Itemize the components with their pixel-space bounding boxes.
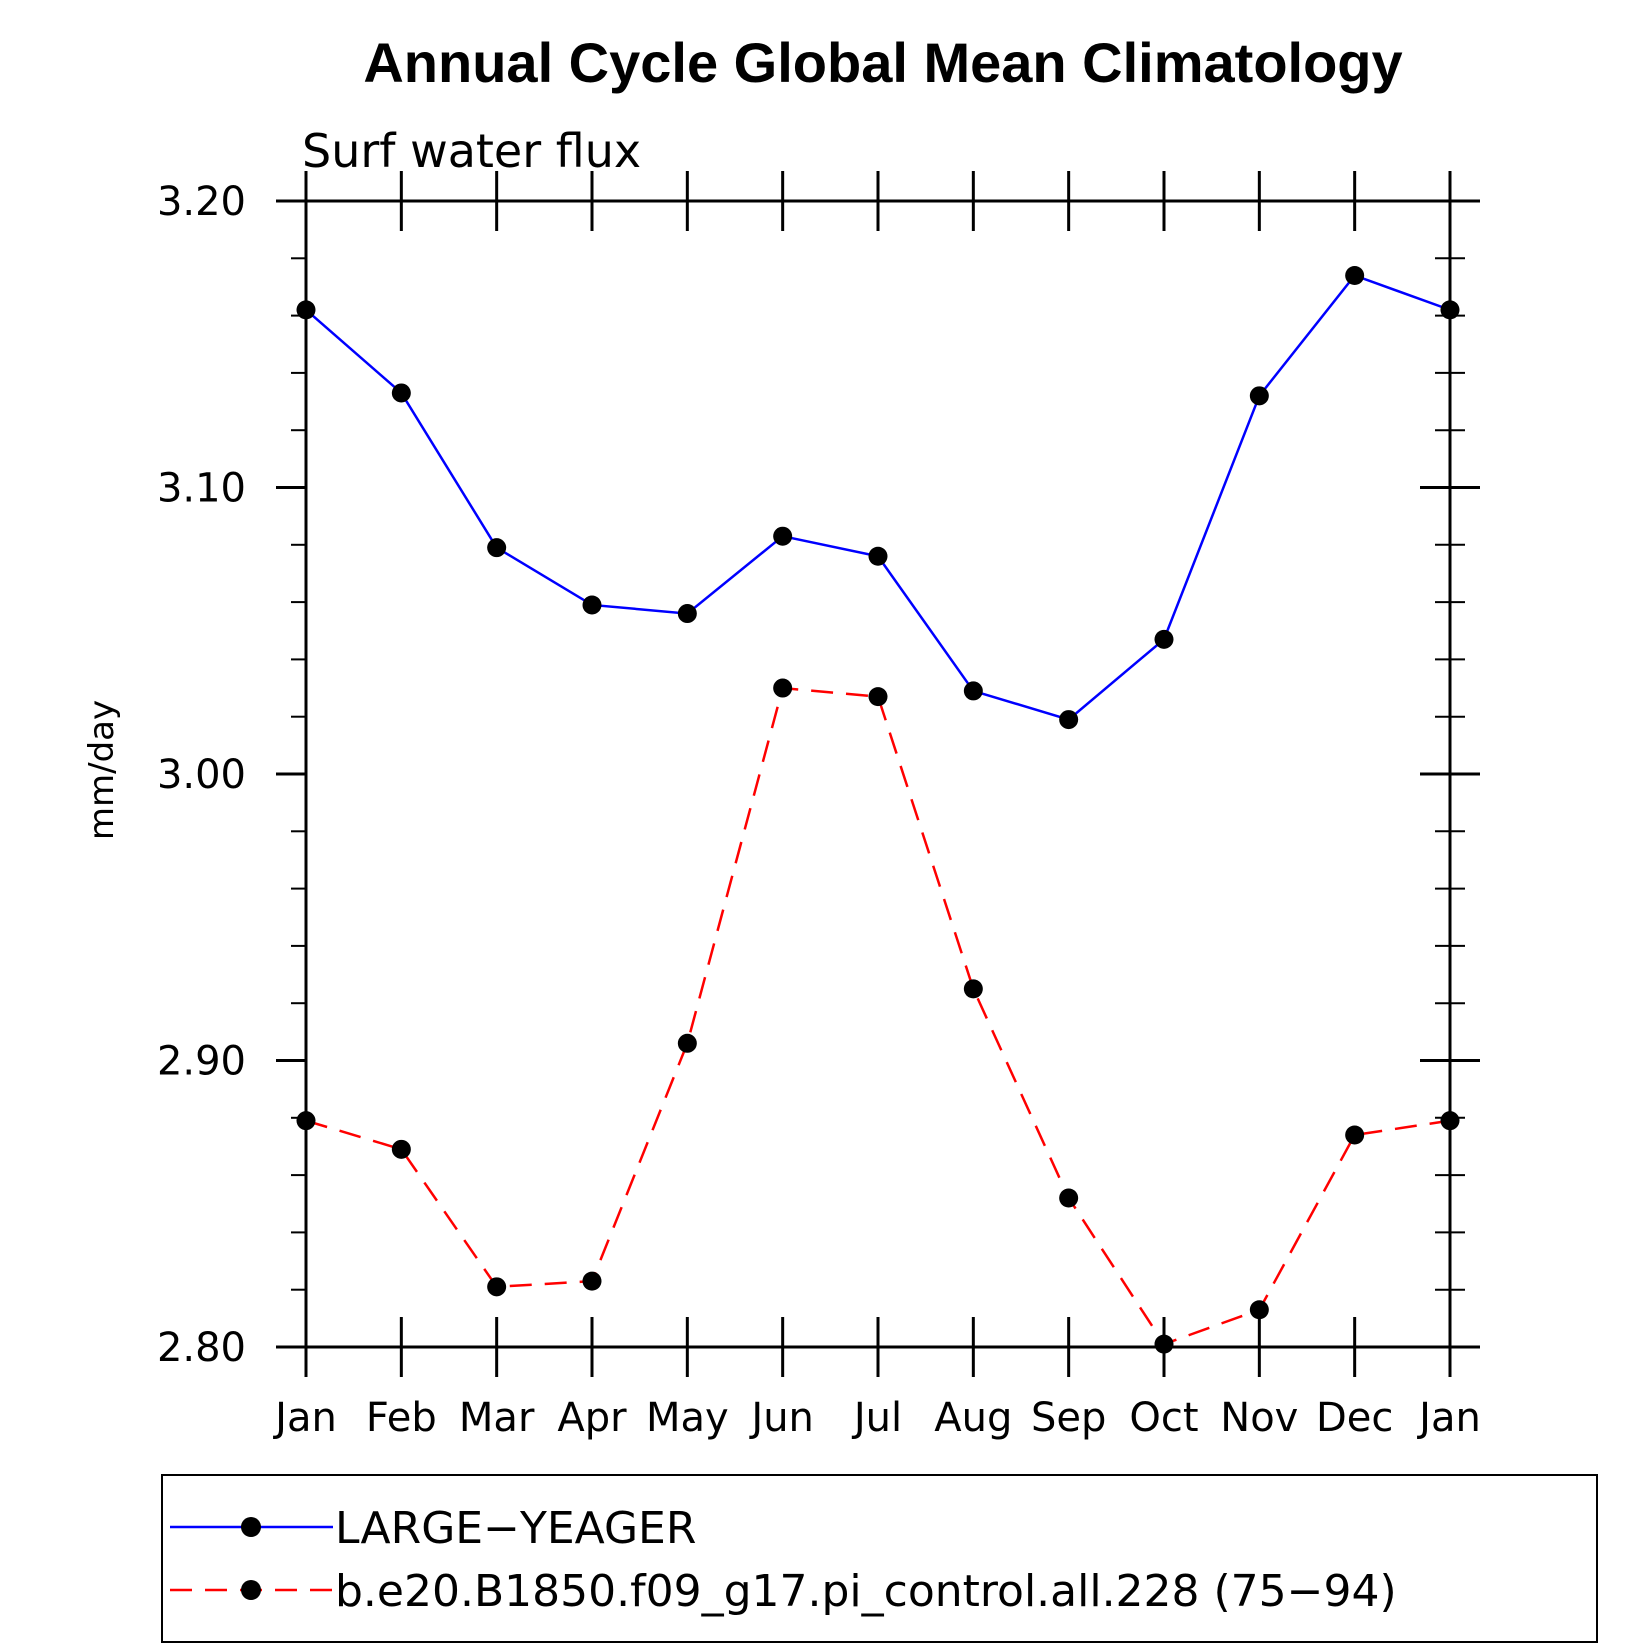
x-tick-label: Jan <box>1416 1395 1481 1441</box>
chart-title: Annual Cycle Global Mean Climatology <box>363 31 1402 94</box>
legend-label-large-yeager: LARGE−YEAGER <box>335 1503 696 1554</box>
legend-box <box>161 1474 1598 1643</box>
series-0-point <box>1345 265 1365 285</box>
series-0-point <box>391 383 411 403</box>
series-0-point <box>963 681 983 701</box>
y-tick-label: 2.80 <box>157 1325 246 1371</box>
series-1-point <box>487 1277 507 1297</box>
series-1-point <box>1154 1334 1174 1354</box>
x-tick-label: Feb <box>366 1395 437 1441</box>
series-0-point <box>1440 300 1460 320</box>
x-tick-label: Jun <box>748 1395 814 1441</box>
series-1-point <box>773 678 793 698</box>
series-1-point <box>677 1033 697 1053</box>
x-tick-label: Aug <box>934 1395 1012 1441</box>
series-0-point <box>773 526 793 546</box>
series-1-point <box>582 1271 602 1291</box>
series-1-point <box>963 979 983 999</box>
y-tick-labels: 2.80 2.90 3.00 3.10 3.20 <box>157 179 246 1371</box>
x-tick-label: Oct <box>1129 1395 1198 1441</box>
series-0-point <box>677 604 697 624</box>
legend: LARGE−YEAGER b.e20.B1850.f09_g17.pi_cont… <box>161 1474 1598 1643</box>
major-ticks <box>276 171 1480 1377</box>
series-1-point <box>868 687 888 707</box>
series-line-1 <box>305 686 1451 1346</box>
x-tick-label: Mar <box>459 1395 535 1441</box>
series-0-point <box>1249 386 1269 406</box>
series-1-point <box>1345 1125 1365 1145</box>
y-tick-label: 3.20 <box>157 179 246 225</box>
series-0-point <box>1059 710 1079 730</box>
series-1-point <box>1059 1188 1079 1208</box>
plot-frame <box>304 199 1452 1349</box>
series-1-point <box>1249 1300 1269 1320</box>
minor-ticks <box>291 257 1465 1291</box>
legend-label-pi-control: b.e20.B1850.f09_g17.pi_control.all.228 (… <box>335 1566 1397 1617</box>
series-0-point <box>868 546 888 566</box>
x-tick-label: Apr <box>557 1395 627 1441</box>
x-tick-label: Jan <box>272 1395 337 1441</box>
legend-marker-large-yeager <box>241 1517 261 1537</box>
x-tick-label: Dec <box>1316 1395 1393 1441</box>
y-tick-label: 3.00 <box>157 752 246 798</box>
series-0-point <box>582 595 602 615</box>
legend-marker-pi-control <box>241 1580 261 1600</box>
series-1-point <box>296 1111 316 1131</box>
x-tick-labels: Jan Feb Mar Apr May Jun Jul Aug Sep Oct Nov Dec Jan <box>272 1395 1481 1441</box>
series-1-point <box>391 1139 411 1159</box>
series-0-point <box>487 538 507 558</box>
series-0-point <box>296 300 316 320</box>
x-tick-label: Sep <box>1031 1395 1106 1441</box>
y-tick-label: 2.90 <box>157 1039 246 1085</box>
x-tick-label: Jul <box>851 1395 902 1441</box>
series-0-point <box>1154 629 1174 649</box>
series-1-point <box>1440 1111 1460 1131</box>
series-layer <box>296 265 1460 1354</box>
series-line-0 <box>305 274 1451 721</box>
y-tick-label: 3.10 <box>157 466 246 512</box>
chart-subtitle: Surf water flux <box>302 124 641 178</box>
x-tick-label: Nov <box>1220 1395 1298 1441</box>
y-axis-label: mm/day <box>82 700 122 840</box>
x-tick-label: May <box>646 1395 729 1441</box>
